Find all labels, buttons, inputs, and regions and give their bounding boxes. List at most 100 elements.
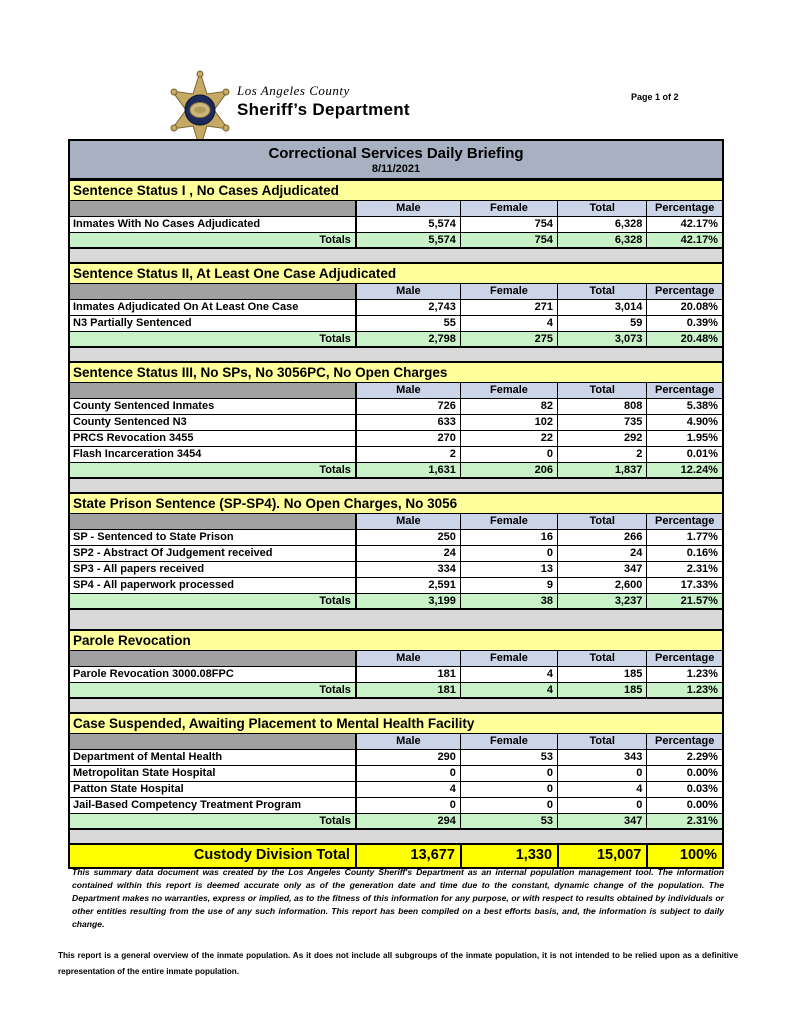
totals-value-total: 3,073 bbox=[557, 332, 647, 348]
column-header-row: Male Female Total Percentage bbox=[70, 651, 722, 667]
report-section: State Prison Sentence (SP-SP4). No Open … bbox=[70, 492, 722, 610]
column-header: Female bbox=[459, 514, 558, 530]
totals-row: Totals 294 53 347 2.31% bbox=[70, 814, 722, 830]
totals-value-female: 38 bbox=[459, 594, 558, 610]
sheriff-badge-icon bbox=[170, 70, 230, 150]
section-spacer bbox=[70, 699, 722, 712]
totals-row: Totals 3,199 38 3,237 21.57% bbox=[70, 594, 722, 610]
totals-value-female: 4 bbox=[459, 683, 558, 699]
row-value-percentage: 0.00% bbox=[646, 798, 722, 814]
table-row: County Sentenced Inmates 726 82 808 5.38% bbox=[70, 399, 722, 415]
row-value-male: 334 bbox=[354, 562, 460, 578]
row-value-percentage: 0.00% bbox=[646, 766, 722, 782]
table-row: SP4 - All paperwork processed 2,591 9 2,600… bbox=[70, 578, 722, 594]
totals-value-percentage: 21.57% bbox=[646, 594, 722, 610]
row-value-percentage: 0.03% bbox=[646, 782, 722, 798]
column-header: Percentage bbox=[646, 734, 722, 750]
column-header: Male bbox=[354, 651, 460, 667]
row-value-male: 24 bbox=[354, 546, 460, 562]
column-header-row: Male Female Total Percentage bbox=[70, 284, 722, 300]
row-value-male: 726 bbox=[354, 399, 460, 415]
row-label: SP2 - Abstract Of Judgement received bbox=[70, 546, 355, 562]
row-label: Patton State Hospital bbox=[70, 782, 355, 798]
row-value-total: 24 bbox=[557, 546, 647, 562]
report-title-bar: Correctional Services Daily Briefing 8/1… bbox=[70, 141, 722, 179]
row-label: Department of Mental Health bbox=[70, 750, 355, 766]
table-row: SP3 - All papers received 334 13 347 2.31% bbox=[70, 562, 722, 578]
column-header: Male bbox=[354, 734, 460, 750]
totals-value-total: 347 bbox=[557, 814, 647, 830]
totals-label: Totals bbox=[70, 233, 355, 249]
column-header: Female bbox=[459, 651, 558, 667]
row-label: N3 Partially Sentenced bbox=[70, 316, 355, 332]
totals-label: Totals bbox=[70, 332, 355, 348]
row-value-total: 266 bbox=[557, 530, 647, 546]
row-value-male: 2 bbox=[354, 447, 460, 463]
row-value-male: 250 bbox=[354, 530, 460, 546]
totals-label: Totals bbox=[70, 814, 355, 830]
table-row: Inmates With No Cases Adjudicated 5,574 75… bbox=[70, 217, 722, 233]
row-label: Inmates Adjudicated On At Least One Case bbox=[70, 300, 355, 316]
totals-row: Totals 5,574 754 6,328 42.17% bbox=[70, 233, 722, 249]
disclaimer-text: This summary data document was created b… bbox=[72, 867, 724, 929]
row-value-male: 5,574 bbox=[354, 217, 460, 233]
row-value-percentage: 1.77% bbox=[646, 530, 722, 546]
report-title: Correctional Services Daily Briefing bbox=[268, 145, 524, 162]
row-value-percentage: 0.39% bbox=[646, 316, 722, 332]
row-value-female: 13 bbox=[459, 562, 558, 578]
totals-row: Totals 2,798 275 3,073 20.48% bbox=[70, 332, 722, 348]
column-header-row: Male Female Total Percentage bbox=[70, 514, 722, 530]
footnote-text: This report is a general overview of the… bbox=[58, 951, 738, 976]
row-value-male: 290 bbox=[354, 750, 460, 766]
section-title: Sentence Status II, At Least One Case Ad… bbox=[70, 262, 722, 284]
row-value-percentage: 2.29% bbox=[646, 750, 722, 766]
totals-value-percentage: 12.24% bbox=[646, 463, 722, 479]
corner-cell bbox=[70, 201, 355, 217]
column-header: Total bbox=[557, 383, 647, 399]
row-value-percentage: 2.31% bbox=[646, 562, 722, 578]
row-value-female: 4 bbox=[459, 667, 558, 683]
table-row: PRCS Revocation 3455 270 22 292 1.95% bbox=[70, 431, 722, 447]
row-label: Metropolitan State Hospital bbox=[70, 766, 355, 782]
column-header: Male bbox=[354, 383, 460, 399]
column-header: Female bbox=[459, 734, 558, 750]
agency-county-text: Los Angeles County bbox=[237, 83, 350, 98]
row-label: SP3 - All papers received bbox=[70, 562, 355, 578]
grand-total-male: 13,677 bbox=[354, 845, 460, 867]
row-value-female: 16 bbox=[459, 530, 558, 546]
column-header: Percentage bbox=[646, 651, 722, 667]
column-header: Percentage bbox=[646, 383, 722, 399]
corner-cell bbox=[70, 734, 355, 750]
row-value-female: 0 bbox=[459, 447, 558, 463]
table-row: Patton State Hospital 4 0 4 0.03% bbox=[70, 782, 722, 798]
row-value-female: 0 bbox=[459, 782, 558, 798]
totals-value-male: 181 bbox=[354, 683, 460, 699]
table-row: Jail-Based Competency Treatment Program 0… bbox=[70, 798, 722, 814]
row-value-male: 270 bbox=[354, 431, 460, 447]
column-header: Male bbox=[354, 514, 460, 530]
column-header: Total bbox=[557, 734, 647, 750]
row-value-male: 2,591 bbox=[354, 578, 460, 594]
totals-label: Totals bbox=[70, 683, 355, 699]
totals-value-percentage: 42.17% bbox=[646, 233, 722, 249]
totals-value-female: 206 bbox=[459, 463, 558, 479]
section-title: Sentence Status I , No Cases Adjudicated bbox=[70, 179, 722, 201]
row-value-percentage: 42.17% bbox=[646, 217, 722, 233]
row-value-male: 55 bbox=[354, 316, 460, 332]
row-value-total: 6,328 bbox=[557, 217, 647, 233]
row-value-male: 633 bbox=[354, 415, 460, 431]
totals-value-total: 3,237 bbox=[557, 594, 647, 610]
row-value-total: 185 bbox=[557, 667, 647, 683]
grand-total-row: Custody Division Total 13,677 1,330 15,007 1… bbox=[70, 843, 722, 867]
totals-value-male: 2,798 bbox=[354, 332, 460, 348]
row-value-total: 2,600 bbox=[557, 578, 647, 594]
grand-total-percentage: 100% bbox=[646, 845, 722, 867]
column-header: Female bbox=[459, 284, 558, 300]
row-label: PRCS Revocation 3455 bbox=[70, 431, 355, 447]
totals-value-percentage: 1.23% bbox=[646, 683, 722, 699]
row-value-percentage: 5.38% bbox=[646, 399, 722, 415]
totals-row: Totals 181 4 185 1.23% bbox=[70, 683, 722, 699]
page-number-label: Page 1 of 2 bbox=[631, 92, 679, 102]
row-value-female: 0 bbox=[459, 798, 558, 814]
totals-value-total: 6,328 bbox=[557, 233, 647, 249]
